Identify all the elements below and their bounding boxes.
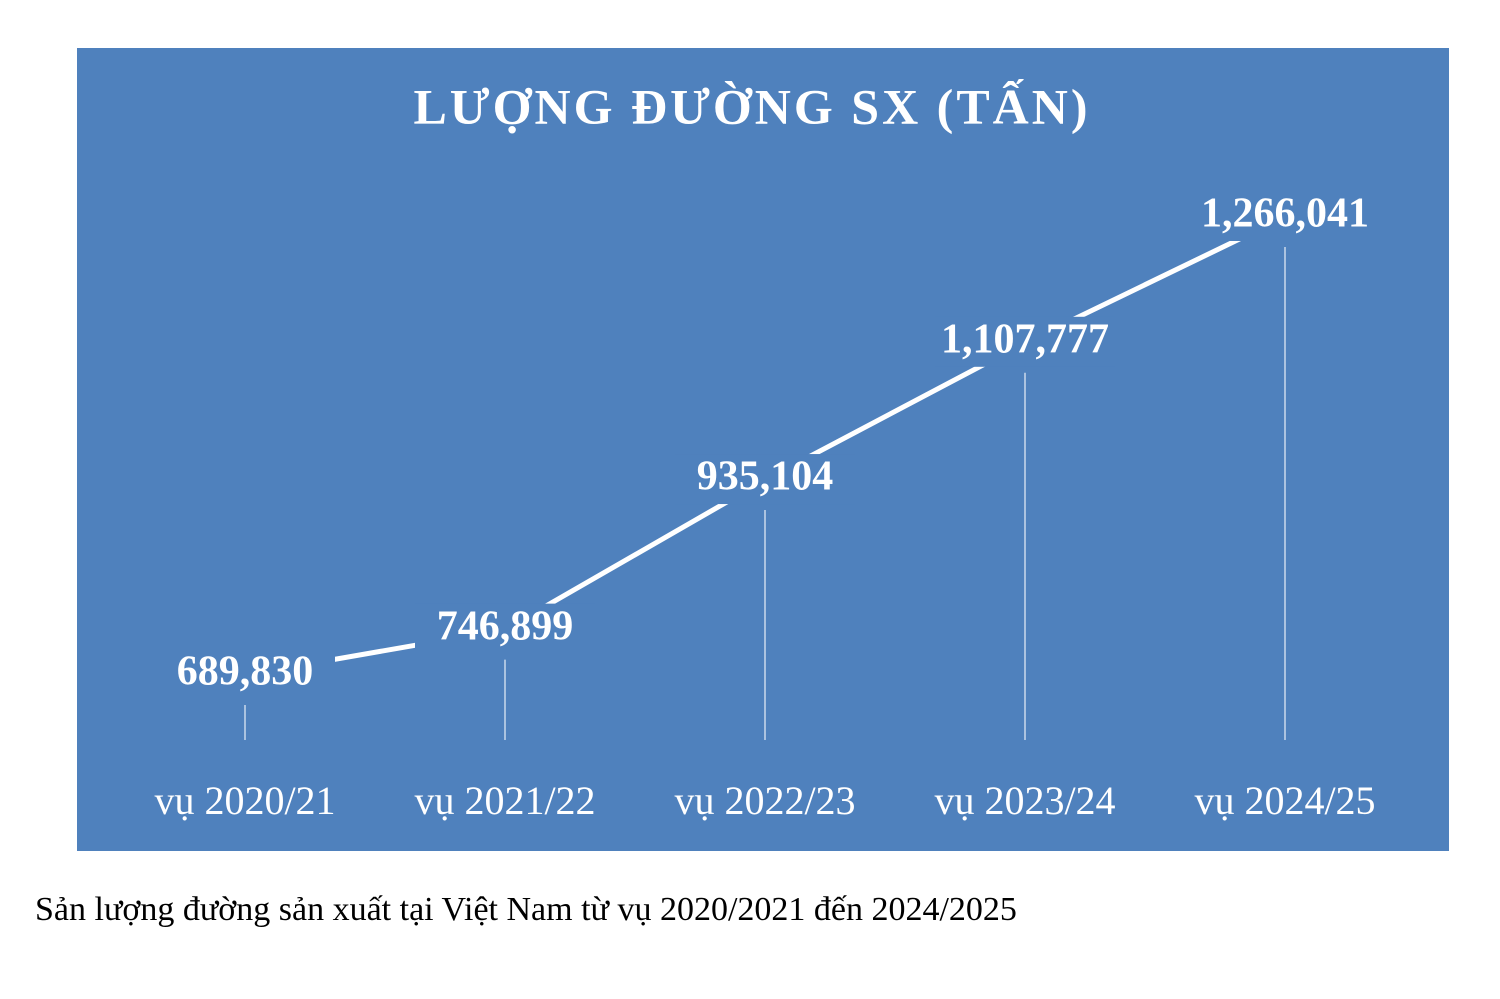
label-background <box>675 454 855 505</box>
data-label: 689,830 <box>177 649 314 695</box>
data-label: 1,266,041 <box>1201 191 1369 237</box>
data-label: 1,107,777 <box>941 316 1109 362</box>
x-tick-label: vụ 2020/21 <box>154 778 335 823</box>
chart-background <box>77 48 1449 851</box>
label-background <box>155 649 335 699</box>
x-tick-label: vụ 2023/24 <box>934 778 1115 823</box>
label-background <box>1195 191 1375 241</box>
label-background <box>935 316 1115 367</box>
label-background <box>415 603 595 654</box>
x-tick-label: vụ 2021/22 <box>414 778 595 823</box>
chart-title: LƯỢNG ĐƯỜNG SX (TẤN) <box>413 77 1090 134</box>
x-tick-label: vụ 2024/25 <box>1194 778 1375 823</box>
caption: Sản lượng đường sản xuất tại Việt Nam từ… <box>35 891 1017 928</box>
data-label: 746,899 <box>437 603 574 649</box>
data-label: 935,104 <box>697 454 834 500</box>
x-tick-label: vụ 2022/23 <box>674 778 855 823</box>
